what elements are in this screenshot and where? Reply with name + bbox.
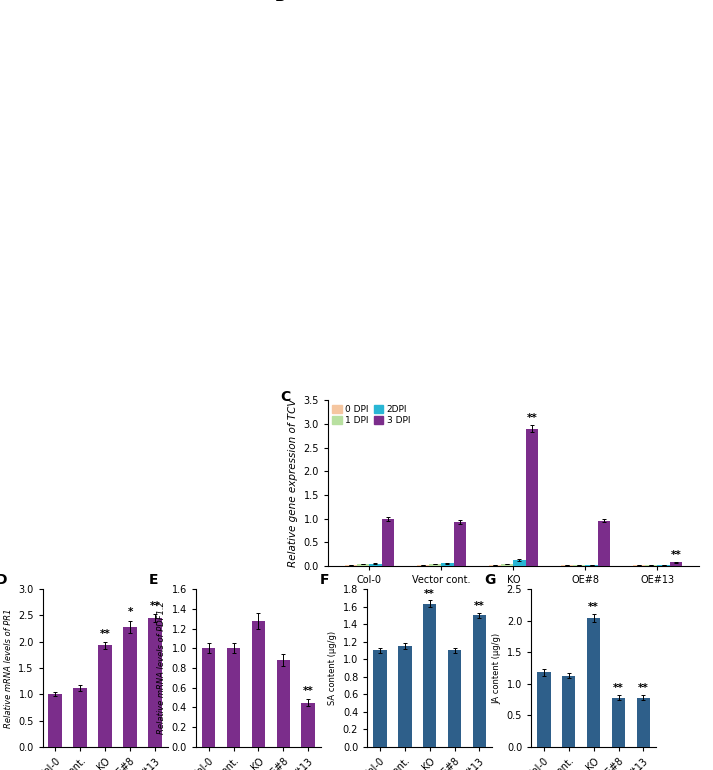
Bar xyxy=(525,429,538,566)
Text: **: ** xyxy=(100,628,111,638)
Bar xyxy=(357,564,369,566)
Text: B: B xyxy=(275,0,285,4)
Y-axis label: JA content (µg/g): JA content (µg/g) xyxy=(492,632,501,704)
Bar xyxy=(513,560,525,566)
Bar xyxy=(373,651,386,747)
Bar xyxy=(562,675,575,747)
Bar xyxy=(252,621,265,747)
Bar xyxy=(597,521,610,566)
Bar xyxy=(73,688,87,747)
Bar xyxy=(441,563,453,566)
Text: D: D xyxy=(0,573,7,588)
Bar xyxy=(345,565,357,566)
Y-axis label: SA content (µg/g): SA content (µg/g) xyxy=(328,631,337,705)
Legend: 0 DPI, 1 DPI, 2DPI, 3 DPI: 0 DPI, 1 DPI, 2DPI, 3 DPI xyxy=(332,405,410,425)
Bar xyxy=(369,564,381,566)
Y-axis label: Relative gene expression of TCV: Relative gene expression of TCV xyxy=(288,399,298,567)
Bar xyxy=(148,618,162,747)
Text: **: ** xyxy=(613,682,624,692)
Bar xyxy=(537,672,550,747)
Bar xyxy=(398,646,411,747)
Text: **: ** xyxy=(424,589,435,599)
Bar xyxy=(670,562,682,566)
Bar xyxy=(123,627,137,747)
Bar xyxy=(501,564,513,566)
Text: E: E xyxy=(149,573,158,588)
Y-axis label: Relative mRNA levels of PR1: Relative mRNA levels of PR1 xyxy=(4,608,13,728)
Bar xyxy=(227,648,240,747)
Bar xyxy=(98,645,112,747)
Bar xyxy=(489,565,501,566)
Text: **: ** xyxy=(670,550,681,560)
Bar xyxy=(453,522,466,566)
Bar xyxy=(429,564,441,566)
Bar xyxy=(448,651,461,747)
Text: **: ** xyxy=(150,601,160,611)
Bar xyxy=(417,565,429,566)
Text: G: G xyxy=(483,573,495,588)
Bar xyxy=(587,618,600,747)
Text: **: ** xyxy=(474,601,485,611)
Bar xyxy=(473,615,486,747)
Bar xyxy=(302,702,315,747)
Bar xyxy=(381,519,394,566)
Text: A: A xyxy=(14,0,25,2)
Text: **: ** xyxy=(303,685,314,695)
Text: F: F xyxy=(319,573,329,588)
Y-axis label: Relative mRNA levels of PDF1.2: Relative mRNA levels of PDF1.2 xyxy=(157,601,166,735)
Bar xyxy=(277,660,290,747)
Bar xyxy=(202,648,215,747)
Bar xyxy=(612,698,625,747)
Text: **: ** xyxy=(588,602,599,612)
Bar xyxy=(423,604,436,747)
Text: **: ** xyxy=(526,413,537,423)
Text: *: * xyxy=(128,608,133,618)
Text: C: C xyxy=(279,390,290,404)
Text: **: ** xyxy=(638,682,649,692)
Bar xyxy=(637,698,650,747)
Bar xyxy=(48,695,62,747)
